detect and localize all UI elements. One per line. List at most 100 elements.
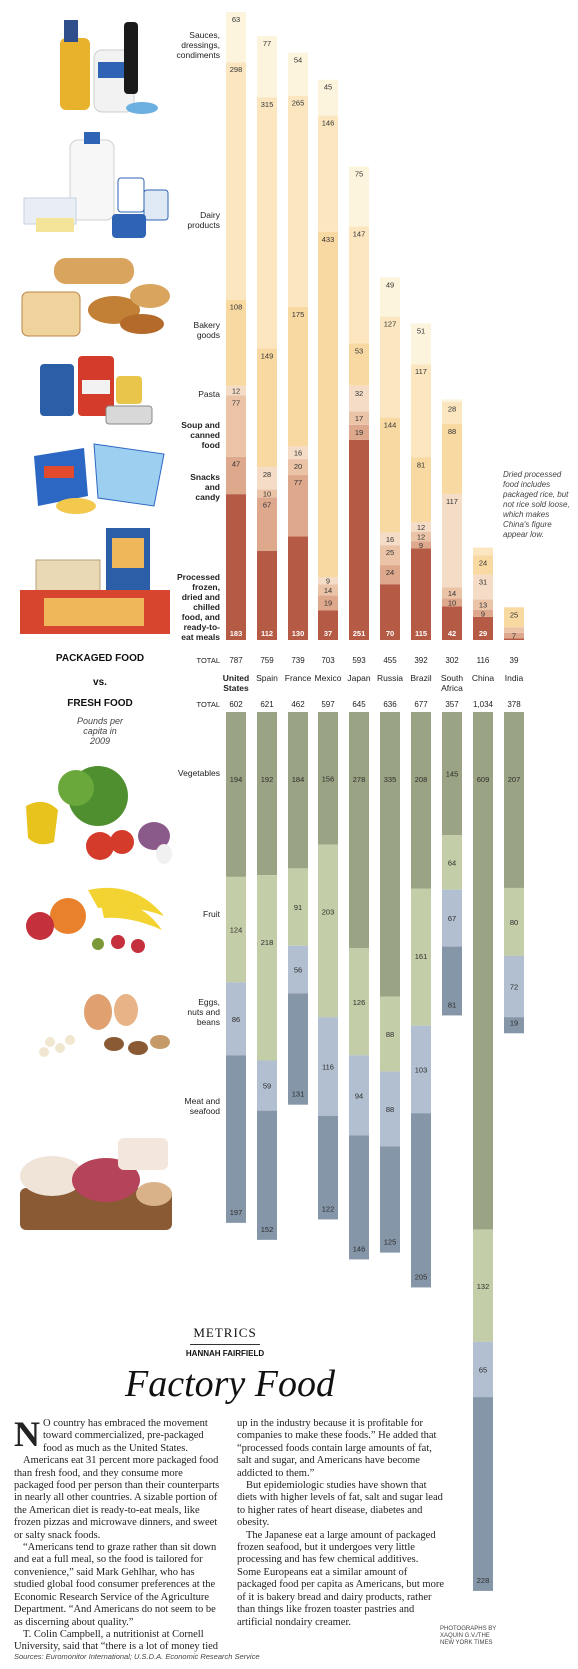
packaged-value-label: 28: [448, 405, 456, 414]
packaged-value-label: 16: [294, 449, 302, 458]
packaged-bar-segment: [257, 467, 277, 490]
article-paragraph: But epidemiologic studies have shown tha…: [237, 1480, 443, 1529]
fresh-bar-segment: [288, 712, 308, 869]
fresh-bar-segment: [504, 1017, 524, 1034]
packaged-bar-segment: [349, 439, 369, 640]
packaged-value-label: 25: [386, 548, 394, 557]
fresh-bar-segment: [226, 982, 246, 1056]
packaged-value-label: 49: [386, 280, 394, 289]
fresh-bar-segment: [380, 996, 400, 1072]
fresh-bar-segment: [318, 712, 338, 845]
packaged-value-label: 31: [479, 578, 487, 587]
packaged-value-label: 77: [294, 478, 302, 487]
fresh-value-label: 131: [292, 1090, 305, 1099]
packaged-bar-segment: [257, 550, 277, 640]
fresh-total-value: 677: [414, 700, 428, 709]
packaged-value-label: 183: [230, 629, 243, 638]
packaged-total-value: 392: [414, 656, 428, 665]
fresh-value-label: 72: [510, 983, 518, 992]
country-label: China: [472, 673, 494, 683]
article-paragraph: Americans eat 31 percent more packaged f…: [14, 1455, 220, 1541]
packaged-value-label: 147: [353, 229, 366, 238]
packaged-value-label: 32: [355, 389, 363, 398]
fresh-value-label: 19: [510, 1018, 518, 1027]
packaged-bar-segment: [411, 364, 431, 458]
packaged-bar-segment: [318, 577, 338, 585]
packaged-bar-segment: [349, 343, 369, 386]
packaged-value-label: 45: [324, 83, 332, 92]
packaged-bar-segment: [380, 316, 400, 418]
country-label: South: [441, 673, 463, 683]
packaged-bar-segment: [257, 97, 277, 349]
fresh-value-label: 122: [322, 1204, 335, 1213]
country-label: France: [285, 673, 312, 683]
fresh-bar-segment: [318, 1115, 338, 1220]
fresh-value-label: 197: [230, 1208, 243, 1217]
packaged-bar-segment: [473, 547, 493, 556]
packaged-value-label: 24: [386, 568, 394, 577]
fresh-value-label: 156: [322, 774, 335, 783]
packaged-bar-segment: [473, 599, 493, 610]
packaged-category-label: candy: [195, 492, 220, 502]
packaged-value-label: 315: [261, 100, 274, 109]
packaged-value-label: 9: [326, 577, 330, 586]
packaged-category-label: products: [187, 220, 220, 230]
meat-photo: [20, 1138, 172, 1230]
frozen-meals-photo: [20, 528, 170, 634]
packaged-value-label: 63: [232, 15, 240, 24]
packaged-bar-segment: [442, 587, 462, 599]
packaged-total-value: 39: [510, 656, 519, 665]
packaged-category-label: eat meals: [181, 632, 220, 642]
packaged-total-value: 739: [291, 656, 305, 665]
packaged-bar-segment: [288, 459, 308, 476]
fresh-value-label: 124: [230, 926, 243, 935]
packaged-bar-segment: [473, 555, 493, 575]
fresh-value-label: 56: [294, 966, 302, 975]
packaged-value-label: 42: [448, 629, 456, 638]
packaged-value-label: 51: [417, 327, 425, 336]
packaged-value-label: 88: [448, 427, 456, 436]
fresh-total-header: TOTAL: [197, 700, 220, 709]
fresh-bar-segment: [380, 1146, 400, 1253]
country-label: Russia: [377, 673, 403, 683]
fresh-value-label: 205: [415, 1272, 428, 1281]
packaged-category-label: Pasta: [198, 389, 220, 399]
packaged-value-label: 77: [232, 398, 240, 407]
fresh-value-label: 228: [477, 1576, 490, 1585]
fresh-bar-segment: [473, 1341, 493, 1398]
packaged-value-label: 12: [417, 523, 425, 532]
packaged-bar-segment: [257, 489, 277, 498]
fresh-bar-segment: [226, 1055, 246, 1223]
packaged-value-label: 10: [448, 599, 456, 608]
fresh-category-label: Meat and: [185, 1096, 221, 1106]
country-label: Africa: [441, 683, 463, 693]
packaged-category-label: dried and: [182, 592, 220, 602]
packaged-value-label: 117: [415, 367, 427, 376]
fresh-value-label: 207: [508, 775, 521, 784]
fresh-category-label: Eggs,: [198, 997, 220, 1007]
packaged-category-label: food, and: [182, 612, 220, 622]
country-label: Japan: [347, 673, 370, 683]
fresh-total-value: 621: [260, 700, 274, 709]
packaged-value-label: 25: [510, 610, 518, 619]
packaged-bar-segment: [380, 277, 400, 317]
packaged-bar-segment: [442, 399, 462, 402]
country-label: Brazil: [410, 673, 431, 683]
fresh-bar-segment: [257, 1110, 277, 1240]
fresh-bar-segment: [411, 1113, 431, 1288]
fresh-bar-segment: [257, 712, 277, 876]
packaged-bar-segment: [411, 548, 431, 640]
packaged-value-label: 81: [417, 460, 425, 469]
fresh-value-label: 80: [510, 918, 518, 927]
packaged-value-label: 16: [386, 535, 394, 544]
fresh-total-value: 645: [352, 700, 366, 709]
packaged-bar-segment: [226, 299, 246, 386]
packaged-value-label: 24: [479, 559, 487, 568]
packaged-category-label: frozen,: [192, 582, 220, 592]
fresh-bar-segment: [226, 876, 246, 983]
fresh-value-label: 64: [448, 858, 456, 867]
packaged-total-value: 455: [383, 656, 397, 665]
packaged-bar-segment: [442, 606, 462, 640]
packaged-total-value: 703: [321, 656, 335, 665]
packaged-value-label: 12: [232, 387, 240, 396]
